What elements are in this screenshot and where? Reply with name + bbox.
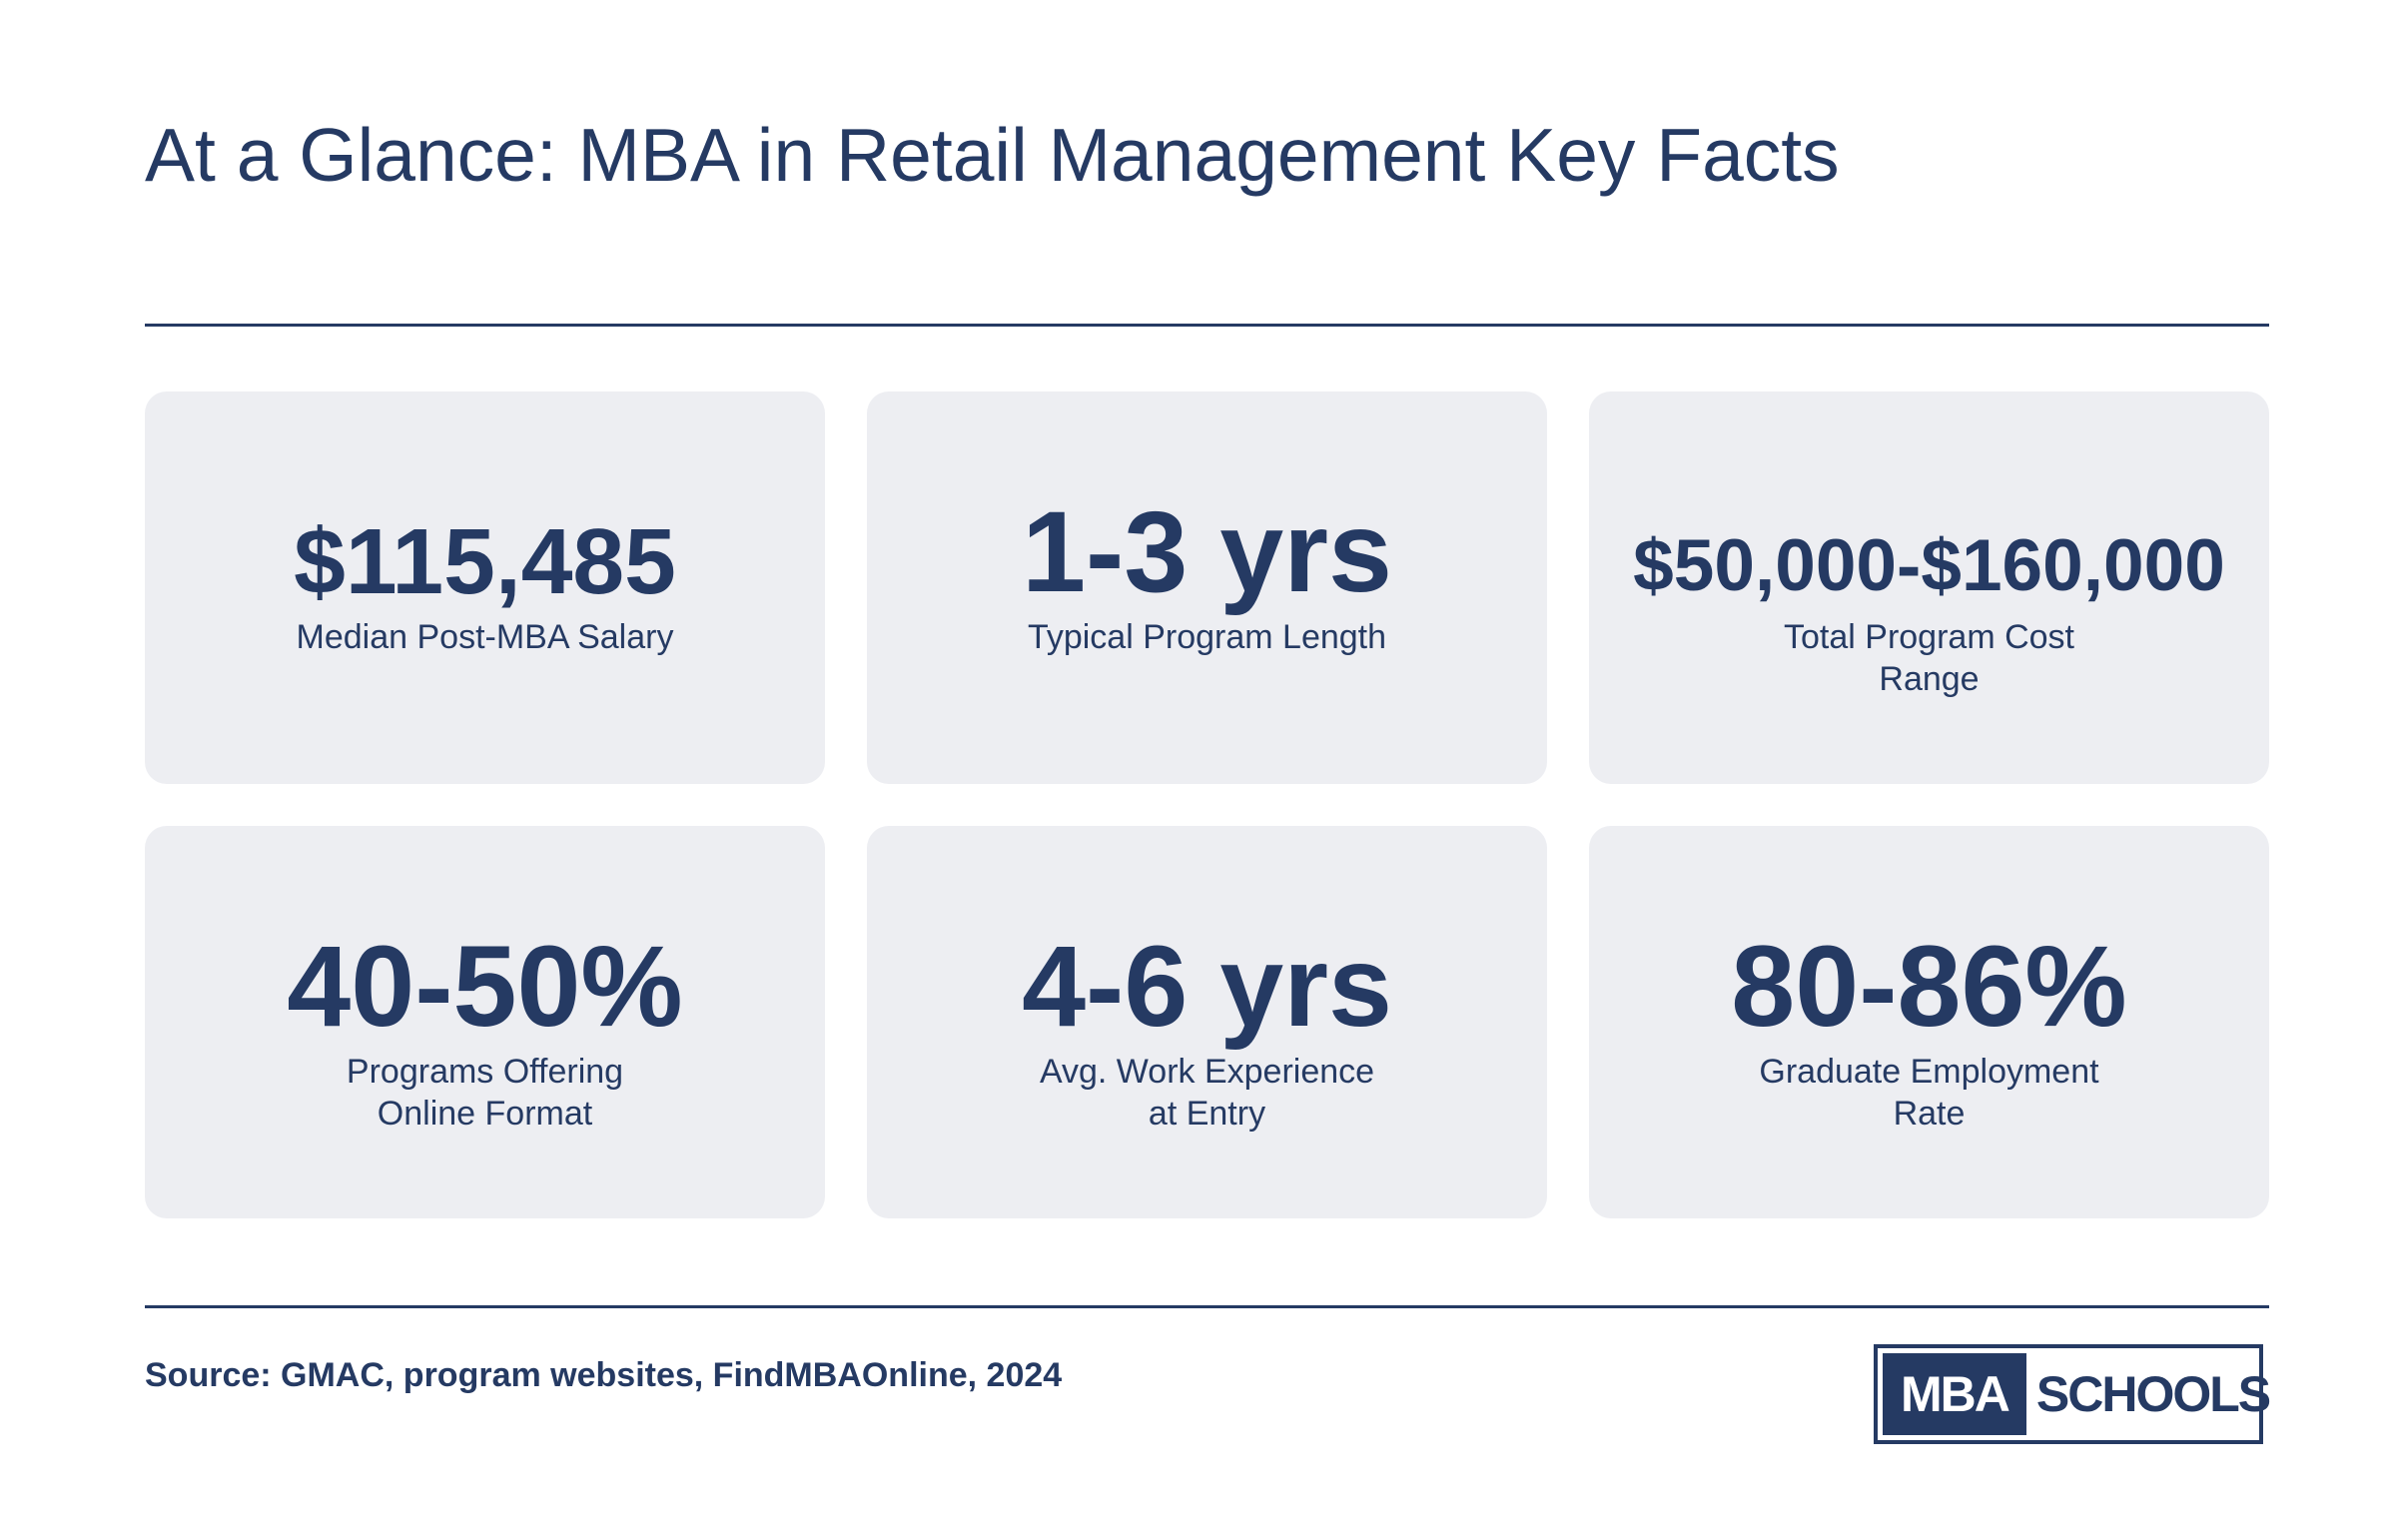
fact-label: Median Post-MBA Salary bbox=[296, 618, 674, 656]
facts-grid: $115,485 Median Post-MBA Salary 1-3 yrs … bbox=[145, 391, 2269, 1218]
fact-value: $115,485 bbox=[294, 509, 676, 613]
fact-value: 40-50% bbox=[287, 923, 683, 1051]
fact-card-salary: $115,485 Median Post-MBA Salary bbox=[145, 391, 825, 784]
logo-schools-text: SCHOOLS bbox=[2035, 1366, 2271, 1422]
page-title: At a Glance: MBA in Retail Management Ke… bbox=[145, 113, 1840, 197]
fact-label: Total Program Cost Range bbox=[1784, 618, 2074, 698]
fact-label: Avg. Work Experience at Entry bbox=[1039, 1053, 1375, 1133]
logo-mba-text: MBA bbox=[1883, 1353, 2026, 1435]
fact-label: Typical Program Length bbox=[1027, 618, 1387, 656]
fact-label: Graduate Employment Rate bbox=[1759, 1053, 2099, 1133]
mba-schools-logo: MBA SCHOOLS bbox=[1874, 1344, 2271, 1444]
fact-value: 80-86% bbox=[1731, 923, 2127, 1051]
fact-value: 1-3 yrs bbox=[1022, 488, 1392, 616]
source-note: Source: GMAC, program websites, FindMBAO… bbox=[145, 1356, 1063, 1394]
fact-card-online-format: 40-50% Programs Offering Online Format bbox=[145, 826, 825, 1218]
fact-card-employment-rate: 80-86% Graduate Employment Rate bbox=[1589, 826, 2269, 1218]
top-divider bbox=[145, 324, 2269, 327]
fact-card-program-cost: $50,000-$160,000 Total Program Cost Rang… bbox=[1589, 391, 2269, 784]
fact-card-program-length: 1-3 yrs Typical Program Length bbox=[867, 391, 1547, 784]
fact-label: Programs Offering Online Format bbox=[346, 1053, 624, 1133]
fact-value: 4-6 yrs bbox=[1022, 923, 1392, 1051]
fact-card-work-experience: 4-6 yrs Avg. Work Experience at Entry bbox=[867, 826, 1547, 1218]
fact-value: $50,000-$160,000 bbox=[1633, 525, 2225, 606]
bottom-divider bbox=[145, 1305, 2269, 1308]
